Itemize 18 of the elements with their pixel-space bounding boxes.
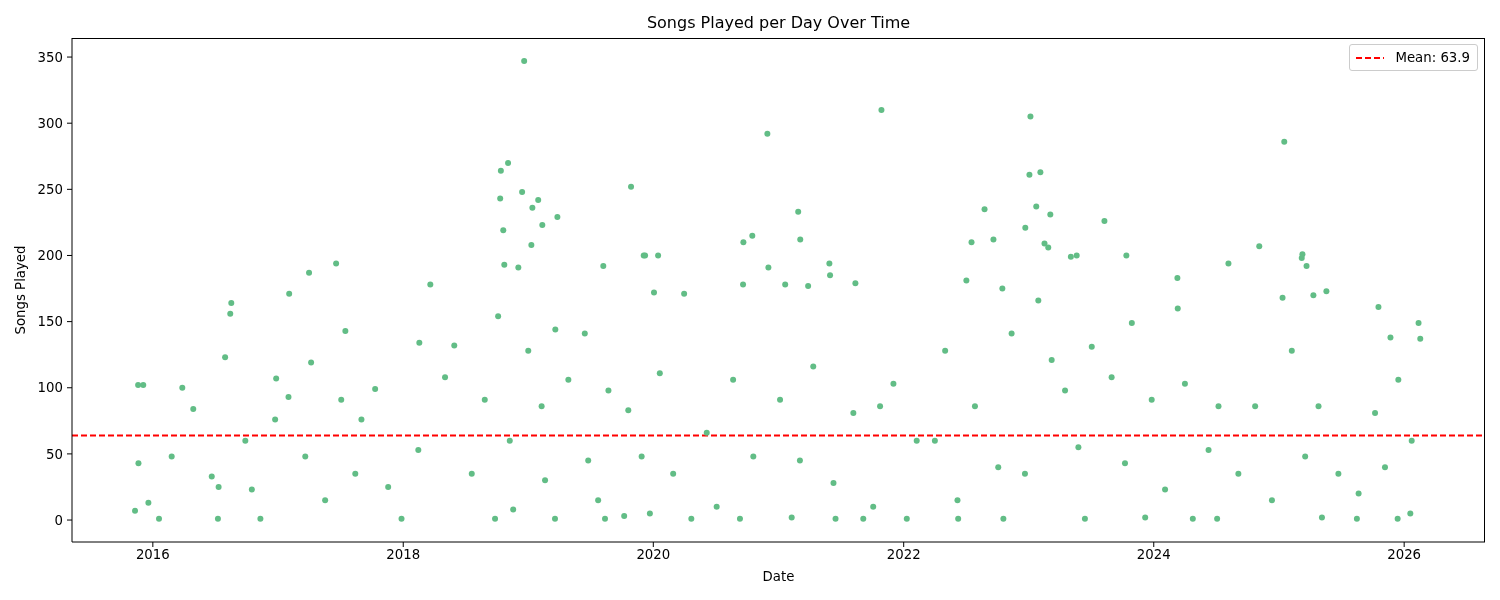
x-tick-label: 2020 — [636, 547, 671, 563]
y-tick-label: 300 — [37, 115, 63, 131]
x-tick-label: 2018 — [386, 547, 421, 563]
y-tick-label: 50 — [46, 446, 63, 462]
x-tick-label: 2026 — [1387, 547, 1422, 563]
x-tick-label: 2024 — [1136, 547, 1171, 563]
chart-title: Songs Played per Day Over Time — [646, 13, 911, 32]
y-tick-label: 250 — [37, 182, 63, 198]
y-tick-label: 100 — [37, 380, 63, 396]
x-tick-label: 2022 — [886, 547, 921, 563]
y-tick-label: 200 — [37, 248, 63, 264]
y-axis-title: Songs Played — [13, 245, 28, 335]
legend-label: Mean: 63.9 — [1395, 50, 1470, 65]
x-axis-title: Date — [762, 569, 795, 584]
x-tick-label: 2016 — [135, 547, 170, 563]
y-tick-label: 150 — [37, 314, 63, 330]
y-tick-label: 0 — [54, 512, 63, 528]
y-tick-label: 350 — [37, 49, 63, 65]
